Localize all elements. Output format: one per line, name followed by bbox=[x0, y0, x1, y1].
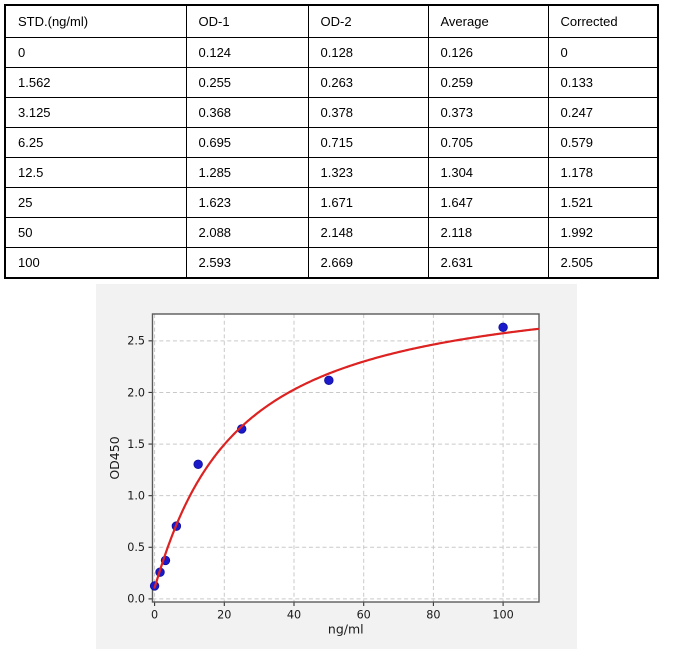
table-cell: 0.263 bbox=[307, 67, 429, 98]
y-tick-label: 1.5 bbox=[127, 438, 145, 451]
table-cell: 2.631 bbox=[427, 247, 549, 279]
table-cell: 0.255 bbox=[185, 67, 309, 98]
x-axis-label: ng/ml bbox=[328, 622, 364, 637]
column-header: OD-1 bbox=[185, 4, 309, 38]
table-cell: 0.368 bbox=[185, 97, 309, 128]
table-cell: 100 bbox=[4, 247, 187, 279]
data-point bbox=[324, 375, 334, 385]
table-cell: 1.323 bbox=[307, 157, 429, 188]
table-row: 50 2.088 2.148 2.118 1.992 bbox=[4, 217, 659, 248]
table-cell: 1.521 bbox=[547, 187, 659, 218]
table-row: 1.562 0.255 0.263 0.259 0.133 bbox=[4, 67, 659, 98]
fit-curve bbox=[153, 327, 540, 589]
table-row: 6.25 0.695 0.715 0.705 0.579 bbox=[4, 127, 659, 158]
table-cell: 2.669 bbox=[307, 247, 429, 279]
table-cell: 0.126 bbox=[427, 37, 549, 68]
table-cell: 0.133 bbox=[547, 67, 659, 98]
table-cell: 0 bbox=[4, 37, 187, 68]
table-cell: 1.285 bbox=[185, 157, 309, 188]
column-header: Corrected bbox=[547, 4, 659, 38]
table-cell: 0.715 bbox=[307, 127, 429, 158]
table-cell: 2.148 bbox=[307, 217, 429, 248]
table-cell: 50 bbox=[4, 217, 187, 248]
standard-curve-chart: 0 20 40 60 80 100 0.0 0.5 1.0 1.5 2.0 2.5 ng/ml OD450 bbox=[96, 284, 577, 649]
data-point bbox=[498, 322, 508, 333]
column-header: OD-2 bbox=[307, 4, 429, 38]
table-header-row: STD.(ng/ml) OD-1 OD-2 Average Corrected bbox=[4, 4, 659, 38]
table-cell: 0.579 bbox=[547, 127, 659, 158]
table-cell: 6.25 bbox=[4, 127, 187, 158]
table-cell: 2.505 bbox=[547, 247, 659, 279]
table-cell: 1.178 bbox=[547, 157, 659, 188]
table-cell: 0 bbox=[547, 37, 659, 68]
y-tick-label: 1.0 bbox=[127, 489, 145, 502]
table-cell: 0.378 bbox=[307, 97, 429, 128]
table-cell: 0.705 bbox=[427, 127, 549, 158]
y-tick-label: 2.0 bbox=[127, 386, 145, 399]
table-cell: 0.695 bbox=[185, 127, 309, 158]
table-cell: 0.259 bbox=[427, 67, 549, 98]
table-row: 0 0.124 0.128 0.126 0 bbox=[4, 37, 659, 68]
table-cell: 1.562 bbox=[4, 67, 187, 98]
y-tick-label: 2.5 bbox=[127, 335, 145, 348]
data-point bbox=[193, 459, 203, 469]
column-header: Average bbox=[427, 4, 549, 38]
table-cell: 0.373 bbox=[427, 97, 549, 128]
table-cell: 1.647 bbox=[427, 187, 549, 218]
standards-table: STD.(ng/ml) OD-1 OD-2 Average Corrected 0 0.1… bbox=[4, 4, 659, 279]
x-tick-label: 20 bbox=[217, 609, 231, 622]
table-cell: 1.671 bbox=[307, 187, 429, 218]
x-tick-label: 40 bbox=[287, 609, 301, 622]
y-axis-label: OD450 bbox=[107, 436, 122, 479]
table-cell: 2.088 bbox=[185, 217, 309, 248]
plot-border bbox=[151, 313, 540, 603]
table-cell: 0.128 bbox=[307, 37, 429, 68]
table-cell: 1.992 bbox=[547, 217, 659, 248]
table-cell: 0.247 bbox=[547, 97, 659, 128]
table-cell: 2.118 bbox=[427, 217, 549, 248]
x-tick-label: 100 bbox=[492, 609, 513, 622]
table-cell: 25 bbox=[4, 187, 187, 218]
data-point bbox=[237, 424, 247, 434]
table-cell: 1.304 bbox=[427, 157, 549, 188]
x-tick-label: 80 bbox=[426, 609, 440, 622]
chart-canvas: 0 20 40 60 80 100 0.0 0.5 1.0 1.5 2.0 2.5 ng/ml OD450 bbox=[96, 284, 577, 649]
table-cell: 2.593 bbox=[185, 247, 309, 279]
table-row: 25 1.623 1.671 1.647 1.521 bbox=[4, 187, 659, 218]
table-cell: 12.5 bbox=[4, 157, 187, 188]
table-cell: 0.124 bbox=[185, 37, 309, 68]
plot-area bbox=[152, 314, 539, 602]
table-cell: 3.125 bbox=[4, 97, 187, 128]
table-row: 12.5 1.285 1.323 1.304 1.178 bbox=[4, 157, 659, 188]
column-header: STD.(ng/ml) bbox=[4, 4, 187, 38]
y-tick-label: 0.0 bbox=[127, 593, 145, 606]
table-row: 3.125 0.368 0.378 0.373 0.247 bbox=[4, 97, 659, 128]
table-cell: 1.623 bbox=[185, 187, 309, 218]
y-tick-label: 0.5 bbox=[127, 541, 145, 554]
x-tick-label: 0 bbox=[151, 609, 158, 622]
table-row: 100 2.593 2.669 2.631 2.505 bbox=[4, 247, 659, 279]
x-tick-label: 60 bbox=[357, 609, 371, 622]
